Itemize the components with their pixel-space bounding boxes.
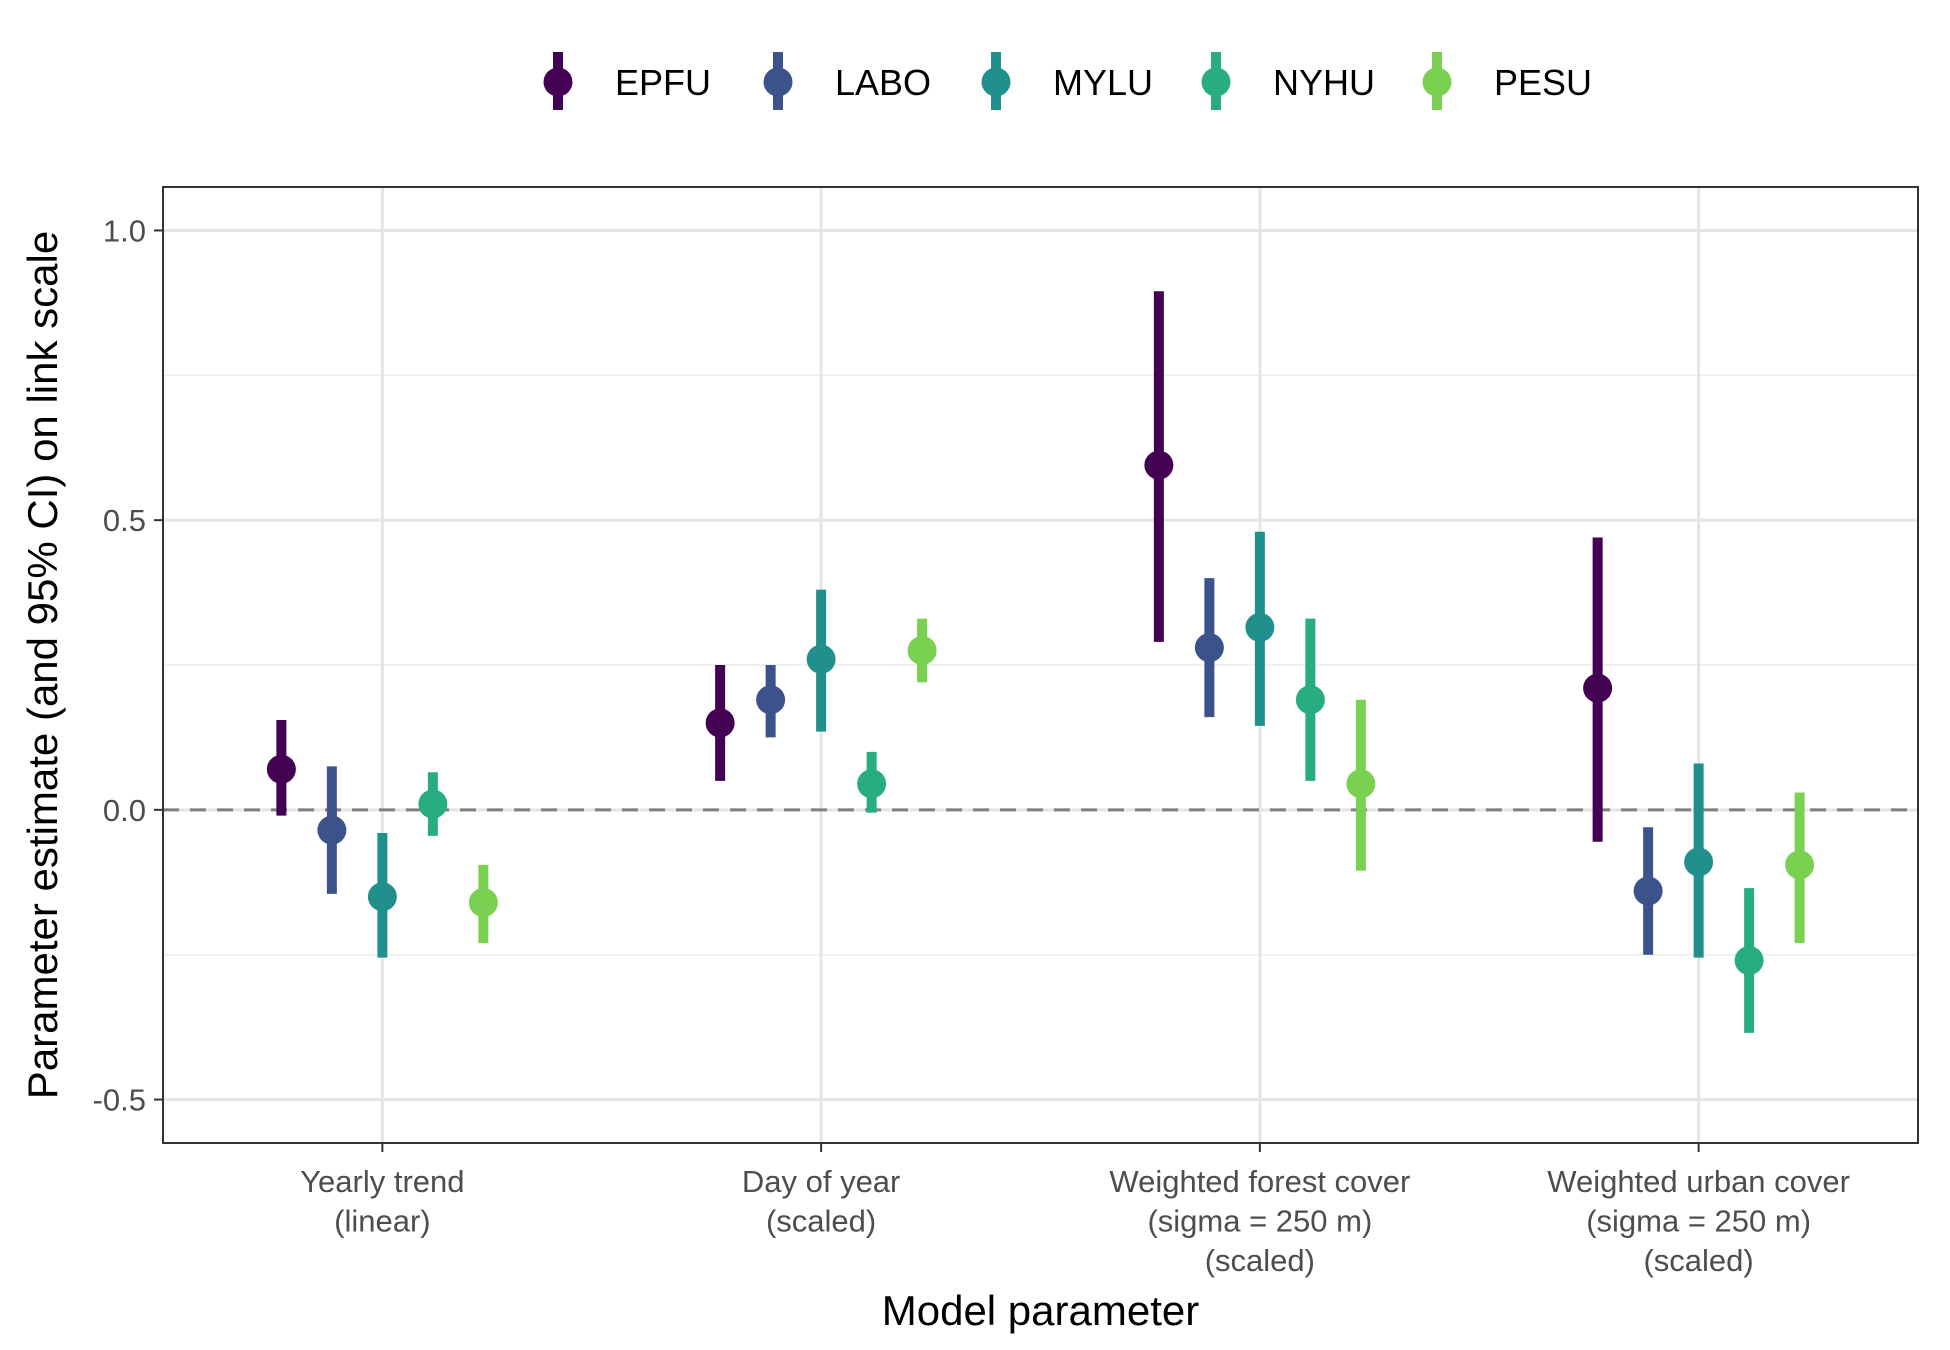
y-axis-title: Parameter estimate (and 95% CI) on link …: [19, 231, 66, 1099]
y-tick-label: -0.5: [93, 1083, 146, 1118]
legend-key-point: [763, 67, 793, 97]
legend-key-point: [981, 67, 1011, 97]
point-estimate: [1785, 850, 1815, 880]
grid-minor: [163, 374, 1918, 956]
point-estimate: [1734, 945, 1764, 975]
data-marks: [266, 291, 1815, 1033]
point-estimate: [1295, 685, 1325, 715]
y-tick-label: 0.5: [103, 503, 146, 538]
legend-item-mylu: MYLU: [981, 52, 1153, 110]
x-tick-label: Weighted urban cover (sigma = 250 m) (scal…: [1547, 1164, 1850, 1278]
series-labo: [317, 578, 1663, 955]
point-estimate: [907, 636, 937, 666]
point-estimate: [1194, 633, 1224, 663]
legend-label: EPFU: [615, 62, 711, 103]
point-estimate: [1633, 876, 1663, 906]
point-estimate: [1583, 673, 1613, 703]
x-tick-label: Weighted forest cover (sigma = 250 m) (sca…: [1109, 1164, 1410, 1278]
point-estimate: [266, 754, 296, 784]
series-epfu: [266, 291, 1613, 842]
legend-label: PESU: [1494, 62, 1592, 103]
legend-key-point: [543, 67, 573, 97]
series-mylu: [367, 531, 1714, 958]
y-axis: -0.5 0.0 0.5 1.0: [93, 213, 163, 1118]
legend-label: LABO: [835, 62, 931, 103]
legend-label: MYLU: [1053, 62, 1153, 103]
legend-label: NYHU: [1273, 62, 1375, 103]
x-axis-title: Model parameter: [882, 1287, 1199, 1334]
point-estimate: [468, 888, 498, 918]
point-estimate: [806, 644, 836, 674]
x-tick-label: Yearly trend (linear): [300, 1164, 464, 1239]
legend-item-labo: LABO: [763, 52, 931, 110]
plot-panel-border: [162, 186, 1919, 1144]
legend-key-point: [1422, 67, 1452, 97]
point-estimate: [1346, 769, 1376, 799]
series-pesu: [468, 618, 1815, 944]
y-tick-label: 0.0: [103, 793, 146, 828]
x-axis: Yearly trend (linear) Day of year (scaled) W…: [300, 1143, 1850, 1278]
point-estimate: [857, 769, 887, 799]
legend-item-nyhu: NYHU: [1201, 52, 1375, 110]
legend-key-point: [1201, 67, 1231, 97]
point-estimate: [1684, 847, 1714, 877]
legend-item-epfu: EPFU: [543, 52, 711, 110]
point-estimate: [756, 685, 786, 715]
point-estimate: [1245, 612, 1275, 642]
point-estimate: [705, 708, 735, 738]
point-estimate: [367, 882, 397, 912]
legend-item-pesu: PESU: [1422, 52, 1592, 110]
point-estimate: [317, 815, 347, 845]
point-estimate: [418, 789, 448, 819]
x-tick-label: Day of year (scaled): [742, 1164, 901, 1239]
series-nyhu: [418, 618, 1764, 1033]
legend: EPFU LABO MYLU NYHU PESU: [543, 52, 1592, 110]
point-estimate: [1144, 450, 1174, 480]
y-tick-label: 1.0: [103, 213, 146, 248]
